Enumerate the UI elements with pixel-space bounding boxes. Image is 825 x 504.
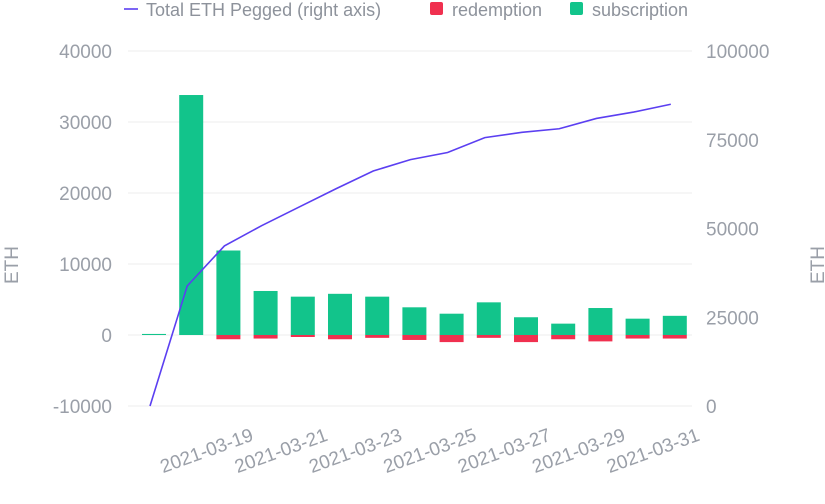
bar-redemption [662, 335, 687, 339]
bar-subscription [365, 296, 390, 335]
bar-subscription [476, 302, 501, 335]
bar-subscription [439, 313, 464, 335]
bar-subscription [142, 333, 166, 335]
y-left-axis-title: ETH [2, 246, 23, 284]
y-right-axis-title: ETH [808, 246, 825, 284]
legend-swatch [430, 2, 443, 15]
legend-label: redemption [452, 0, 542, 20]
bar-redemption [625, 335, 650, 339]
bar-subscription [625, 318, 650, 335]
grid-layer [128, 50, 692, 407]
bar-subscription [514, 317, 538, 335]
y-left-tick-label: 20000 [59, 184, 112, 205]
bar-subscription [588, 308, 613, 335]
bar-redemption [365, 335, 390, 338]
legend-label: Total ETH Pegged (right axis) [146, 0, 381, 20]
y-left-tick-label: 0 [101, 326, 112, 347]
line-layer [149, 103, 671, 407]
bar-subscription [402, 307, 427, 335]
legend-swatch [570, 2, 583, 15]
bar-layer [142, 95, 687, 343]
legend: Total ETH Pegged (right axis) redemption s… [124, 0, 688, 20]
bar-subscription [179, 95, 204, 336]
y-left-tick-label: 30000 [59, 113, 112, 134]
bar-subscription [290, 296, 315, 335]
bar-redemption [439, 335, 464, 343]
bar-redemption [253, 335, 278, 339]
bar-redemption [588, 335, 613, 342]
bar-subscription [216, 250, 241, 335]
bar-subscription [253, 290, 278, 335]
bar-redemption [551, 335, 576, 340]
bar-subscription [551, 323, 576, 335]
bar-redemption [476, 335, 501, 338]
bar-subscription [328, 293, 352, 335]
bar-redemption [216, 335, 241, 340]
y-right-tick-label: 0 [706, 397, 717, 418]
legend-label: subscription [592, 0, 688, 20]
bar-redemption [290, 335, 315, 337]
y-right-tick-label: 50000 [706, 220, 759, 241]
line-total-eth-pegged [149, 103, 671, 407]
y-left-tick-label: 40000 [59, 42, 112, 63]
bar-subscription [662, 315, 687, 335]
y-right-tick-label: 100000 [706, 42, 769, 63]
y-left-tick-label: -10000 [53, 397, 112, 418]
y-right-tick-label: 25000 [706, 308, 759, 329]
bar-redemption [328, 335, 352, 340]
bar-redemption [514, 335, 538, 343]
y-left-tick-label: 10000 [59, 255, 112, 276]
bar-redemption [402, 335, 427, 340]
axis-layer: -10000 0 10000 20000 30000 40000 0 25000 50000 75… [2, 42, 825, 478]
y-right-tick-label: 75000 [706, 131, 759, 152]
